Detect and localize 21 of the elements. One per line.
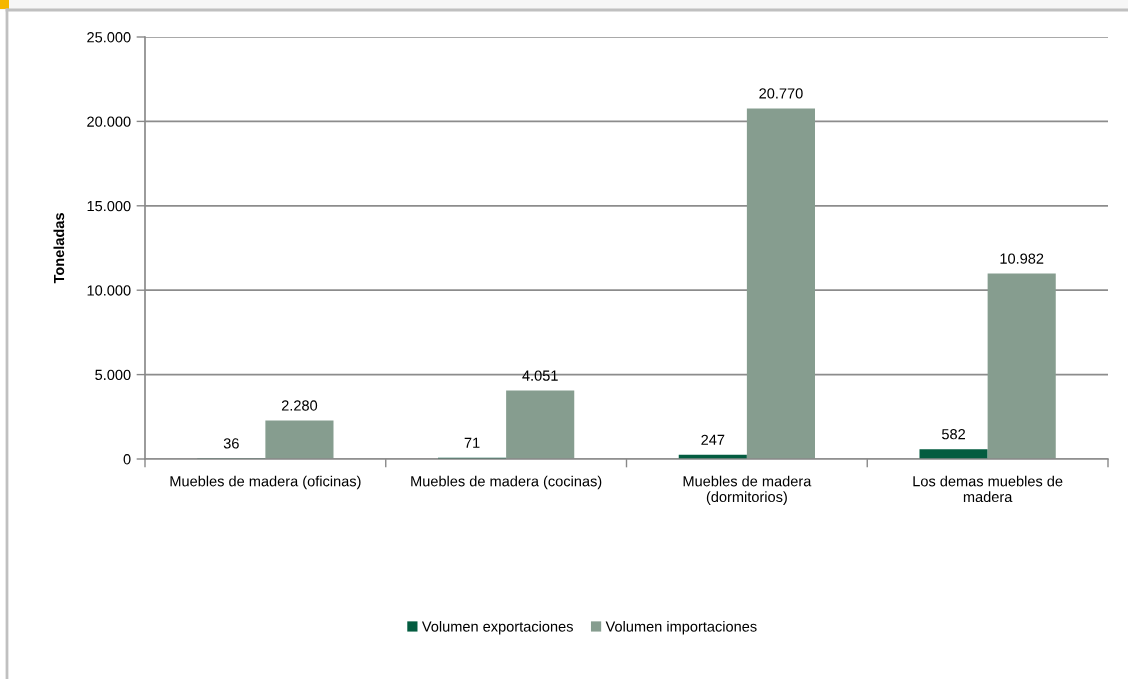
data-label: 4.051 <box>522 370 558 381</box>
data-label: 582 <box>941 429 965 440</box>
legend-label: Volumen exportaciones <box>421 621 573 635</box>
data-label: 71 <box>464 437 480 448</box>
y-axis-title: Toneladas <box>53 213 65 284</box>
y-tick-label: 25.000 <box>87 32 131 43</box>
data-label: 36 <box>223 438 239 449</box>
data-label: 247 <box>701 434 725 445</box>
y-tick-label: 20.000 <box>87 116 131 127</box>
y-tick-label: 15.000 <box>87 200 131 212</box>
data-label: 20.770 <box>759 88 803 99</box>
x-tick-label: Los demas muebles de madera <box>913 475 1063 503</box>
x-tick-label: Muebles de madera (cocinas) <box>411 475 602 490</box>
y-tick-label: 10.000 <box>87 285 131 296</box>
x-tick-label: Muebles de madera (oficinas) <box>170 475 361 490</box>
y-tick-label: 0 <box>123 454 131 465</box>
x-tick-label: Muebles de madera (dormitorios) <box>683 475 812 505</box>
legend-label: Volumen importaciones <box>605 621 757 635</box>
data-label: 2.280 <box>281 400 318 411</box>
y-tick-label: 5.000 <box>95 369 131 381</box>
data-label: 10.982 <box>1000 253 1044 264</box>
